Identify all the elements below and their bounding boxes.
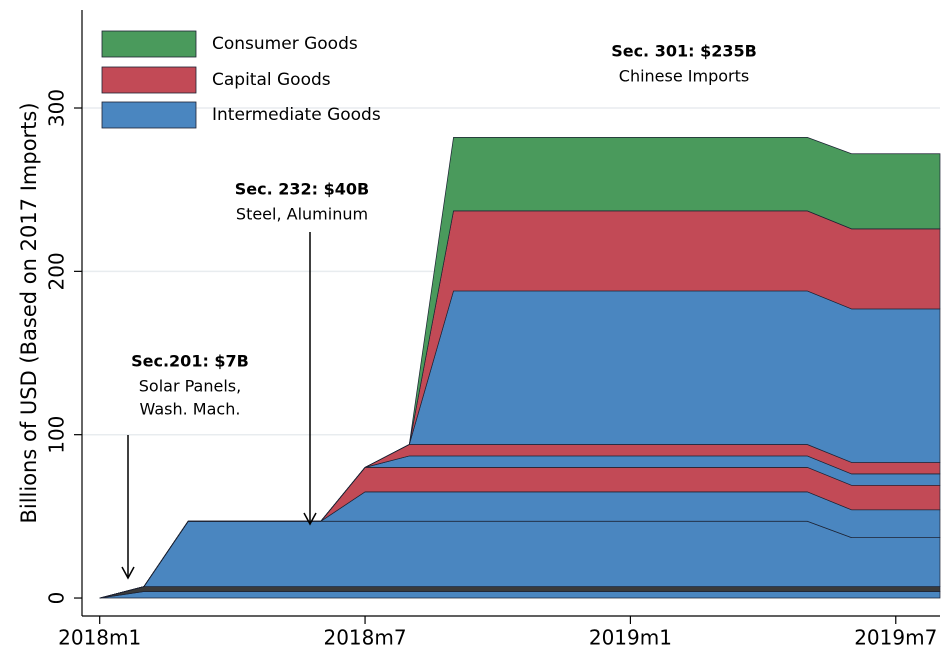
- legend-label: Consumer Goods: [212, 34, 358, 54]
- annotation-title: Sec. 301: $235B: [611, 42, 757, 61]
- legend-swatch: [101, 66, 197, 94]
- x-tick-label: 2018m1: [58, 626, 141, 650]
- x-tick-label: 2018m7: [323, 626, 406, 650]
- arrow-head: [303, 512, 317, 526]
- y-tick-label: 0: [45, 592, 69, 605]
- x-tick-label: 2019m7: [854, 626, 937, 650]
- area: [99, 520, 941, 599]
- x-tick-label: 2019m1: [589, 626, 672, 650]
- legend-label: Capital Goods: [212, 70, 331, 90]
- y-tick-label: 100: [45, 416, 69, 454]
- y-tick-label: 300: [45, 89, 69, 127]
- y-tick-label: 200: [45, 252, 69, 290]
- annotation-title: Sec. 232: $40B: [235, 180, 369, 199]
- area: [99, 137, 941, 599]
- arrow-head: [121, 566, 135, 580]
- area: [99, 591, 941, 599]
- legend-swatch: [101, 101, 197, 129]
- annotation-title: Sec.201: $7B: [131, 352, 249, 371]
- legend-label: Intermediate Goods: [212, 105, 381, 125]
- annotation-text: Solar Panels,: [139, 377, 241, 396]
- y-axis-label: Billions of USD (Based on 2017 Imports): [17, 102, 41, 523]
- annotation-text: Steel, Aluminum: [236, 205, 368, 224]
- annotation-text: Chinese Imports: [619, 67, 749, 86]
- annotation-text: Wash. Mach.: [140, 400, 241, 419]
- legend-swatch: [101, 30, 197, 58]
